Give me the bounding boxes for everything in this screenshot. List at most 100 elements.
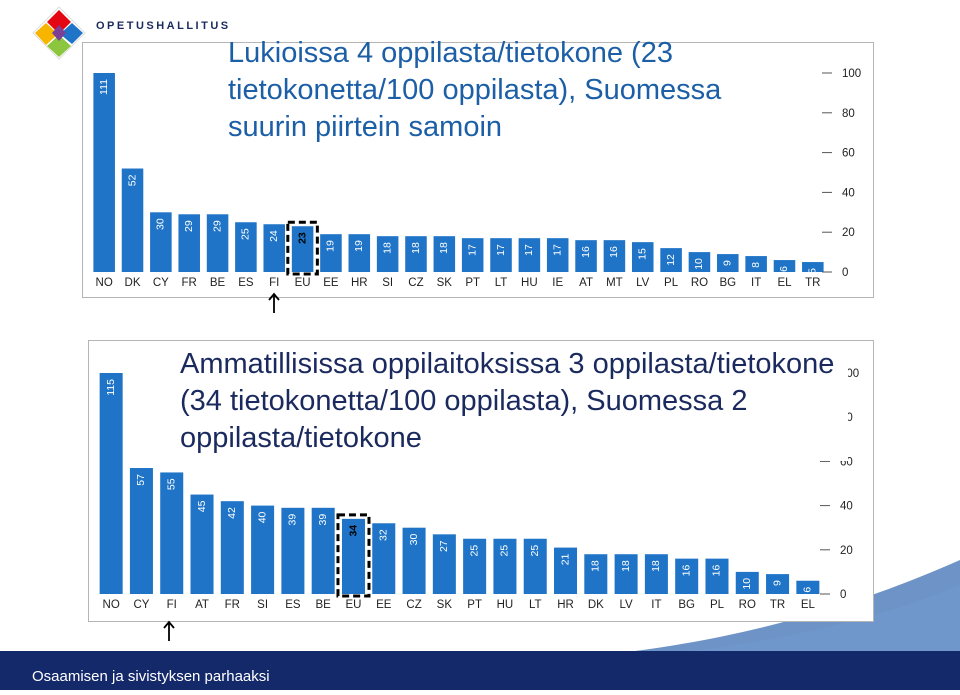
data-label-hu: 17 <box>523 244 535 256</box>
x-tick-sk: SK <box>437 277 453 289</box>
bar-ie <box>546 238 569 272</box>
data-label-es: 25 <box>240 228 252 240</box>
x-tick-el: EL <box>777 277 792 289</box>
bar-mt <box>603 240 626 272</box>
x-tick-bg: BG <box>678 599 695 611</box>
bar-fr <box>220 501 244 594</box>
data-label-sk: 27 <box>438 540 450 552</box>
bar-cz <box>402 527 426 594</box>
bar-hr <box>554 547 578 594</box>
x-tick-ro: RO <box>739 599 756 611</box>
x-tick-pt: PT <box>467 599 482 611</box>
bar-fi <box>263 224 286 272</box>
data-label-eu: 34 <box>347 525 359 537</box>
bar-no <box>93 73 115 272</box>
x-tick-eu: EU <box>345 599 361 611</box>
x-tick-it: IT <box>751 277 761 289</box>
x-tick-si: SI <box>257 599 268 611</box>
bar-cz <box>405 236 427 272</box>
y-tick-label: 20 <box>840 545 853 557</box>
data-label-sk: 18 <box>438 242 450 254</box>
data-label-be: 29 <box>211 220 223 232</box>
organization-name: OPETUSHALLITUS <box>96 20 231 32</box>
bar-hr <box>348 234 371 272</box>
x-tick-hr: HR <box>557 599 574 611</box>
x-tick-ie: IE <box>552 277 563 289</box>
x-tick-fi: FI <box>167 599 177 611</box>
data-label-ie: 17 <box>551 244 563 256</box>
data-label-ro: 10 <box>693 258 705 270</box>
data-label-bg: 16 <box>680 564 692 576</box>
bar-es <box>235 222 257 272</box>
x-tick-pt: PT <box>465 277 480 289</box>
x-tick-sk: SK <box>437 599 453 611</box>
bar-pl <box>660 248 682 272</box>
bar-pt <box>461 238 484 272</box>
x-tick-cy: CY <box>133 599 149 611</box>
x-tick-pl: PL <box>664 277 679 289</box>
data-label-si: 40 <box>256 511 268 523</box>
y-tick-label: 0 <box>842 267 848 279</box>
chart-upper-secondary: 111 NO 52 DK 30 CY 29 FR 29 BE 25 ES 24 FI 23 EU 19 EE 19 H… <box>82 42 874 298</box>
bar-it <box>644 554 668 594</box>
bar-hu <box>493 538 517 594</box>
bar-pl <box>705 558 729 594</box>
x-tick-lt: LT <box>529 599 542 611</box>
slide-title-upper: Lukioissa 4 oppilasta/tietokone (23 tiet… <box>228 37 722 143</box>
data-label-hr: 21 <box>559 553 571 565</box>
x-tick-eu: EU <box>295 277 311 289</box>
x-tick-ro: RO <box>691 277 708 289</box>
x-tick-pl: PL <box>710 599 725 611</box>
bar-lt <box>523 538 547 594</box>
bar-lv <box>631 242 654 272</box>
x-tick-tr: TR <box>805 277 820 289</box>
data-label-no: 111 <box>98 79 110 95</box>
x-tick-be: BE <box>210 277 226 289</box>
bar-cy <box>150 212 172 272</box>
highlight-box-eu <box>286 220 319 276</box>
data-label-lt: 17 <box>495 244 507 256</box>
y-tick-label: 20 <box>842 227 855 239</box>
bar-ee <box>372 523 396 594</box>
data-label-it: 8 <box>750 262 762 268</box>
data-label-cz: 18 <box>410 242 422 254</box>
bar-es <box>281 507 305 594</box>
data-label-pt: 17 <box>466 244 478 256</box>
data-label-fi: 55 <box>166 478 178 490</box>
x-tick-cy: CY <box>153 277 169 289</box>
bar-fi <box>160 472 184 594</box>
bar-hu <box>518 238 541 272</box>
data-label-ee: 19 <box>325 240 337 252</box>
bar-sk <box>433 236 456 272</box>
x-tick-dk: DK <box>125 277 141 289</box>
x-tick-ee: EE <box>323 277 339 289</box>
data-label-at: 45 <box>196 500 208 512</box>
bar-fr <box>178 214 200 272</box>
data-label-it: 18 <box>650 560 662 572</box>
y-tick-label: 40 <box>842 187 855 199</box>
x-tick-dk: DK <box>588 599 604 611</box>
x-tick-cz: CZ <box>408 277 423 289</box>
slide-title-lower: Ammatillisissa oppilaitoksissa 3 oppilas… <box>172 342 848 461</box>
bar-eu <box>341 518 365 594</box>
decorative-corner-shape <box>540 560 960 695</box>
x-tick-el: EL <box>801 599 816 611</box>
data-label-tr: 5 <box>807 268 819 274</box>
x-tick-mt: MT <box>606 277 623 289</box>
data-label-hr: 19 <box>353 240 365 252</box>
y-tick-label: 100 <box>842 68 861 80</box>
bar-bg <box>717 254 739 272</box>
bar-el <box>796 580 820 594</box>
data-label-fr: 29 <box>183 220 195 232</box>
data-label-cz: 30 <box>408 534 420 546</box>
y-tick-label: 40 <box>840 501 853 513</box>
bar-el <box>773 260 796 272</box>
x-tick-it: IT <box>651 599 661 611</box>
arrow-up-icon <box>163 620 175 642</box>
data-label-dk: 18 <box>590 560 602 572</box>
opetushallitus-logo-icon <box>32 6 86 60</box>
bar-no <box>99 373 123 594</box>
bar-pt <box>463 538 487 594</box>
data-label-lv: 15 <box>637 248 649 260</box>
x-tick-fr: FR <box>225 599 240 611</box>
